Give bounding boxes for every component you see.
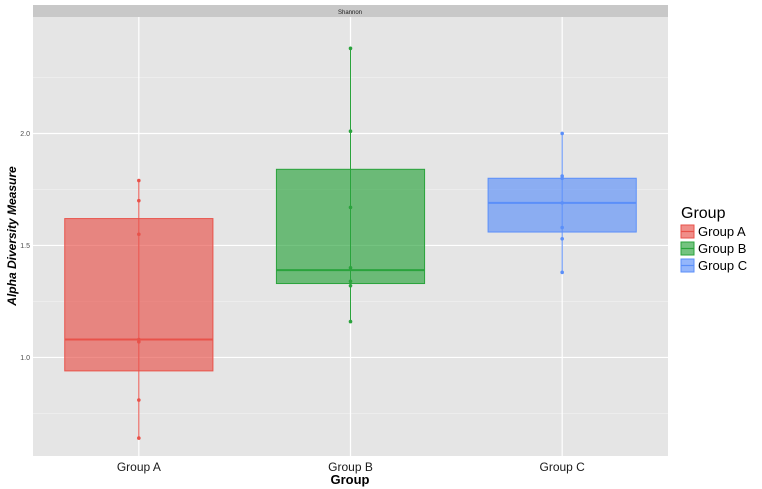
data-point bbox=[560, 225, 564, 230]
data-point bbox=[348, 279, 353, 284]
y-tick-labels: 1.0 1.5 2.0 bbox=[20, 131, 30, 362]
y-axis-title: Alpha Diversity Measure bbox=[5, 166, 19, 307]
box-iqr bbox=[64, 218, 214, 372]
legend-label: Group C bbox=[698, 258, 747, 273]
box-group-c bbox=[487, 131, 637, 275]
legend-label: Group A bbox=[698, 224, 746, 239]
y-tick-label: 1.5 bbox=[20, 243, 30, 250]
x-tick-labels: Group A Group B Group C bbox=[117, 460, 585, 474]
data-point bbox=[560, 201, 564, 205]
data-point bbox=[348, 205, 353, 210]
legend-title: Group bbox=[681, 205, 726, 222]
data-point bbox=[137, 198, 141, 203]
data-point bbox=[560, 270, 564, 275]
data-point bbox=[137, 178, 141, 183]
data-point bbox=[348, 266, 353, 270]
x-tick-label: Group C bbox=[539, 460, 585, 474]
box-group-b bbox=[275, 46, 426, 324]
legend-label: Group B bbox=[698, 241, 746, 256]
data-point bbox=[137, 232, 141, 237]
data-point bbox=[348, 129, 353, 134]
data-point bbox=[137, 436, 141, 440]
data-point bbox=[348, 46, 353, 51]
legend-key bbox=[680, 241, 695, 256]
y-tick-label: 1.0 bbox=[20, 355, 30, 362]
legend-key bbox=[680, 258, 695, 273]
data-point bbox=[348, 319, 353, 324]
x-tick-label: Group B bbox=[328, 460, 373, 474]
data-point bbox=[560, 176, 564, 181]
x-tick-label: Group A bbox=[117, 460, 161, 474]
x-axis-title: Group bbox=[331, 472, 370, 487]
box-layer bbox=[64, 46, 637, 440]
box-iqr bbox=[275, 168, 426, 285]
data-point bbox=[560, 236, 564, 241]
y-tick-label: 2.0 bbox=[20, 131, 30, 138]
data-point bbox=[560, 131, 564, 136]
legend-key bbox=[680, 224, 695, 239]
data-point bbox=[348, 283, 353, 288]
data-point bbox=[137, 398, 141, 402]
box-group-a bbox=[64, 178, 214, 440]
strip-background bbox=[33, 5, 668, 17]
legend: Group Group A Group B Group C bbox=[680, 205, 747, 273]
box-iqr bbox=[487, 177, 637, 233]
facet-title: Shannon bbox=[338, 10, 362, 16]
data-point bbox=[137, 339, 141, 344]
